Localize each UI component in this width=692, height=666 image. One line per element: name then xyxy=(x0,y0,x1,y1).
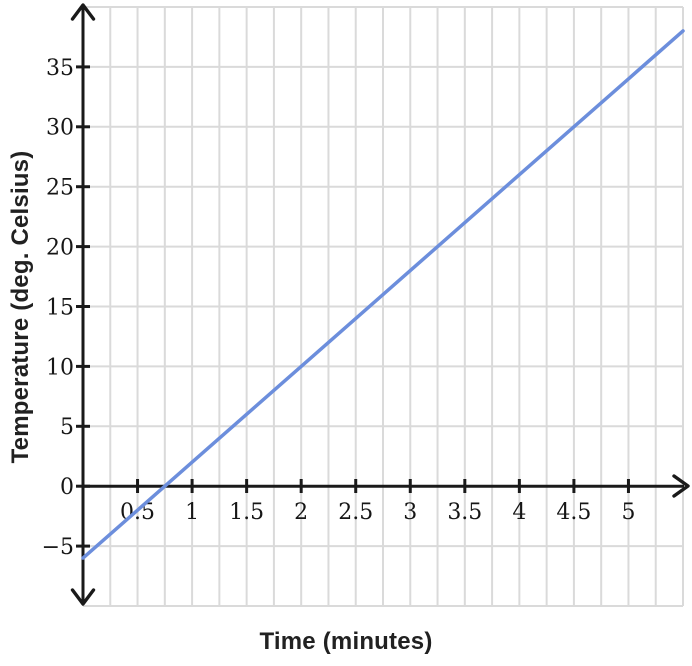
y-axis-tick-label: 35 xyxy=(46,56,74,81)
x-axis-tick-label: 3.5 xyxy=(447,500,482,525)
y-axis-tick-label: 30 xyxy=(46,116,74,141)
y-axis-tick-label: 15 xyxy=(46,295,74,320)
y-axis-tick-label: 0 xyxy=(60,475,74,500)
y-axis-tick-label: 10 xyxy=(46,355,74,380)
x-axis-arrow-icon xyxy=(672,474,690,498)
x-axis-tick-label: 5 xyxy=(621,500,635,525)
y-axis-title: Temperature (deg. Celsius) xyxy=(7,150,34,464)
y-axis-tick-label: −5 xyxy=(42,535,74,560)
x-axis-tick-label: 3 xyxy=(403,500,417,525)
y-axis-arrow-up-icon xyxy=(70,3,96,21)
y-axis-tick-label: 20 xyxy=(46,236,74,261)
y-axis-tick-label: 5 xyxy=(60,415,74,440)
temperature-line xyxy=(81,29,685,560)
x-axis-tick-label: 1.5 xyxy=(229,500,264,525)
x-axis-tick-label: 1 xyxy=(185,500,199,525)
x-axis-tick-label: 4 xyxy=(512,500,526,525)
x-axis-tick-label: 2 xyxy=(294,500,308,525)
y-axis-arrow-down-icon xyxy=(70,588,96,606)
x-axis-tick-label: 4.5 xyxy=(556,500,591,525)
y-axis-tick-label: 25 xyxy=(46,176,74,201)
x-axis-title: Time (minutes) xyxy=(259,628,433,655)
x-axis-tick-label: 2.5 xyxy=(338,500,373,525)
